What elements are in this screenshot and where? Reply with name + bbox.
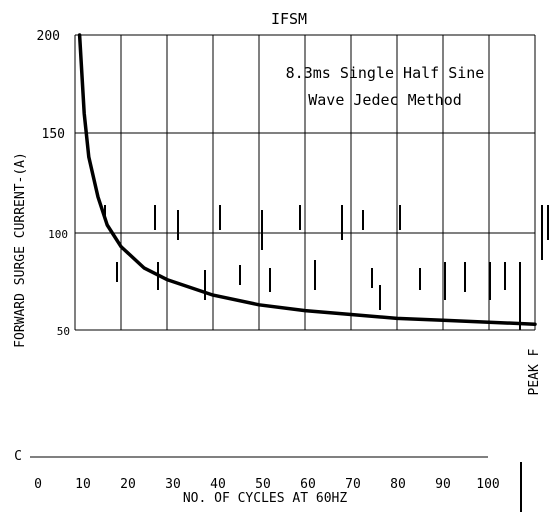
x-tick-labels: 0 10 20 30 40 50 60 70 80 90 100 xyxy=(34,477,500,492)
series-line xyxy=(77,33,537,326)
scan-artifacts xyxy=(104,205,549,330)
x-tick-label: 80 xyxy=(390,477,406,492)
x-tick-label: 60 xyxy=(300,477,316,492)
x-tick-label: 10 xyxy=(75,477,91,492)
x-tick-label: 100 xyxy=(476,477,499,492)
y-tick-label-150: 150 xyxy=(42,127,65,142)
x-tick-label: 70 xyxy=(345,477,361,492)
y-tick-label-50: 50 xyxy=(57,325,70,338)
y-tick-label-200: 200 xyxy=(37,29,60,44)
annotation-line-2: Wave Jedec Method xyxy=(308,91,462,109)
y-axis-label-right: PEAK F xyxy=(527,348,542,395)
y-axis-label: FORWARD SURGE CURRENT-(A) xyxy=(13,152,28,348)
x-tick-label: 30 xyxy=(165,477,181,492)
x-tick-label: 20 xyxy=(120,477,136,492)
x-tick-label: 40 xyxy=(210,477,226,492)
x-tick-label: 0 xyxy=(34,477,42,492)
chart-title: IFSM xyxy=(271,10,307,28)
x-axis-label: NO. OF CYCLES AT 60HZ xyxy=(183,491,348,506)
x-tick-label: 90 xyxy=(435,477,451,492)
y-tick-label-100: 100 xyxy=(48,228,68,241)
annotation-line-1: 8.3ms Single Half Sine xyxy=(286,64,485,82)
y-zero-label: C xyxy=(14,449,22,464)
x-tick-label: 50 xyxy=(255,477,271,492)
grid xyxy=(74,34,536,331)
